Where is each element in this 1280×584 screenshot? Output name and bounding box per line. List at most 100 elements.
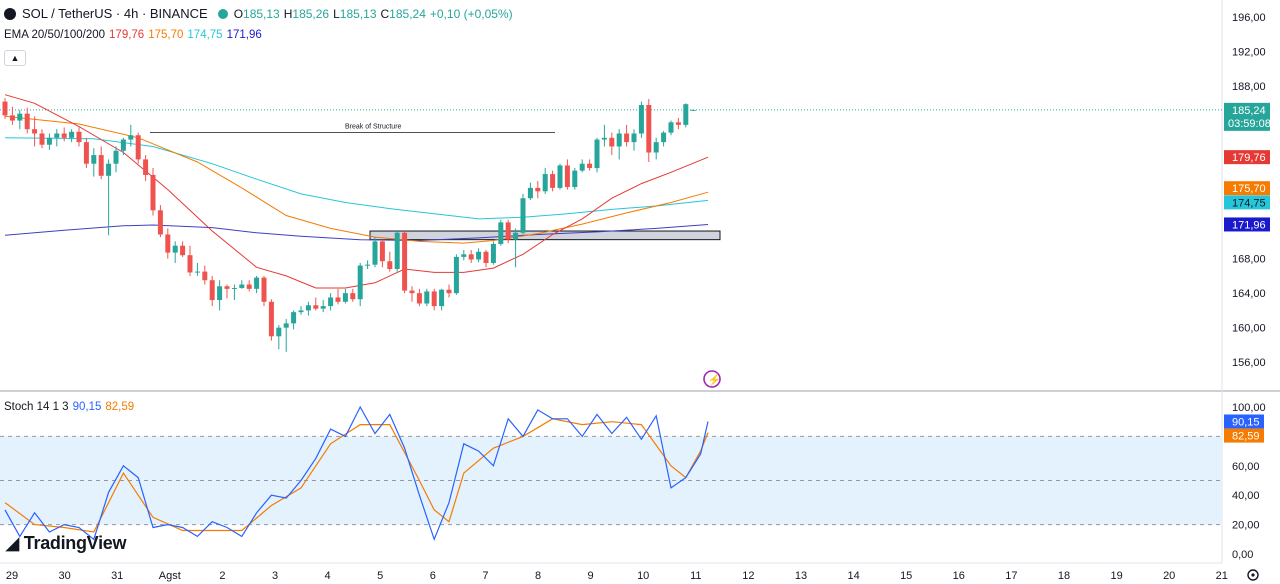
candle-body <box>276 327 282 337</box>
ema200-line <box>4 224 709 242</box>
stoch-axis-label <box>1224 428 1264 443</box>
stoch-k-line <box>4 405 709 542</box>
time-tick-label: 9 <box>588 570 594 582</box>
candle-body <box>298 310 304 313</box>
price-axis-label-text: 174,75 <box>1232 197 1266 209</box>
ema-legend[interactable]: EMA 20/50/100/200 179,76 175,70 174,75 171,9… <box>4 29 266 41</box>
time-tick-label: 5 <box>377 570 383 582</box>
time-tick-label: 20 <box>1163 570 1175 582</box>
candle-body <box>572 170 578 188</box>
price-tick-label: 188,00 <box>1232 81 1266 93</box>
candle-body <box>690 109 696 111</box>
candle-body <box>550 174 556 188</box>
candle-body <box>542 174 548 192</box>
candle-body <box>194 271 200 273</box>
time-tick-label: 2 <box>219 570 225 582</box>
stoch-tick-label: 100,00 <box>1232 402 1266 414</box>
time-tick-label: 16 <box>953 570 965 582</box>
candle-body <box>106 163 112 176</box>
candle-body <box>431 291 437 307</box>
time-tick-label: 15 <box>900 570 912 582</box>
price-tick-label: 168,00 <box>1232 254 1266 266</box>
stoch-tick-label: 40,00 <box>1232 490 1260 502</box>
price-axis-label-text: 171,96 <box>1232 219 1266 231</box>
stoch-tick-label: 0,00 <box>1232 549 1253 561</box>
time-tick-label: 7 <box>482 570 488 582</box>
candle-body <box>187 255 193 273</box>
logo-text: TradingView <box>23 533 127 553</box>
candle-body <box>668 122 674 133</box>
ohlc-l-value: 185,13 <box>339 7 377 21</box>
candle-body <box>268 301 274 337</box>
ema100-value: 174,75 <box>187 29 223 41</box>
candle-body <box>579 163 585 171</box>
candle-body <box>32 129 38 134</box>
stoch-legend-label: Stoch 14 1 3 <box>4 401 69 413</box>
candle-body <box>254 277 260 289</box>
price-tick-label: 164,00 <box>1232 288 1266 300</box>
ema100-line <box>4 137 709 220</box>
price-axis-label <box>1224 217 1270 232</box>
candle-body <box>157 210 163 235</box>
ohlc-h-label: H <box>283 7 293 21</box>
stoch-axis-label <box>1224 414 1264 429</box>
time-tick-label: 18 <box>1058 570 1070 582</box>
candle-body <box>202 271 208 281</box>
stoch-tick-label: 60,00 <box>1232 461 1260 473</box>
time-tick-label: 3 <box>272 570 278 582</box>
time-tick-label: 29 <box>6 570 18 582</box>
candle-body <box>217 286 223 301</box>
sol-logo-icon <box>4 8 16 20</box>
candle-body <box>424 291 430 304</box>
stoch-legend[interactable]: Stoch 14 1 3 90,15 82,59 <box>4 401 138 413</box>
candle-body <box>120 139 126 151</box>
tradingview-logo[interactable]: ◢ TradingView <box>6 533 126 554</box>
stoch-tick-label: 20,00 <box>1232 520 1260 532</box>
time-tick-label: 17 <box>1005 570 1017 582</box>
candle-body <box>616 133 622 147</box>
ema50-value: 175,70 <box>148 29 184 41</box>
candle-body <box>416 293 422 304</box>
candle-body <box>246 284 252 289</box>
collapse-legend-button[interactable]: ▲ <box>4 50 26 66</box>
time-tick-label: 11 <box>690 570 701 582</box>
ema50-line <box>4 115 709 244</box>
ohlc-o-value: 185,13 <box>243 7 280 21</box>
settings-gear-center <box>1251 573 1255 577</box>
time-tick-label: Agst <box>159 570 181 582</box>
stoch-d-line <box>4 418 709 533</box>
lightning-glyph: ⚡ <box>708 374 722 387</box>
candle-body <box>587 163 593 169</box>
candle-body <box>305 305 311 311</box>
candle-body <box>46 137 52 145</box>
candle-body <box>231 287 237 289</box>
ohlc-c-value: 185,24 <box>389 7 426 21</box>
market-status-icon[interactable] <box>217 9 228 19</box>
symbol-title[interactable]: SOL / TetherUS · 4h · BINANCE <box>22 6 208 21</box>
price-axis-label <box>1224 150 1270 165</box>
candle-body <box>557 165 563 188</box>
candle-body <box>143 159 149 175</box>
candle-body <box>675 122 681 125</box>
candle-body <box>372 241 378 265</box>
candle-body <box>394 232 400 269</box>
price-tick-label: 156,00 <box>1232 357 1266 369</box>
tradingview-mark-icon: ◢ <box>6 534 19 553</box>
time-tick-label: 21 <box>1216 570 1228 582</box>
countdown-label: 03:59:08 <box>1228 118 1271 130</box>
candle-body <box>83 142 89 164</box>
candle-body <box>624 133 630 143</box>
candle-body <box>520 198 526 233</box>
price-axis-label <box>1224 195 1270 210</box>
price-axis-label-text: 185,24 <box>1232 105 1266 117</box>
candle-body <box>342 293 348 302</box>
price-axis-label <box>1224 181 1270 196</box>
candle-body <box>527 187 533 199</box>
candle-body <box>239 284 245 288</box>
price-axis-label-text: 179,76 <box>1232 152 1266 164</box>
candle-body <box>76 131 82 143</box>
candle-body <box>535 187 541 192</box>
candle-body <box>661 132 667 143</box>
time-tick-label: 30 <box>58 570 70 582</box>
